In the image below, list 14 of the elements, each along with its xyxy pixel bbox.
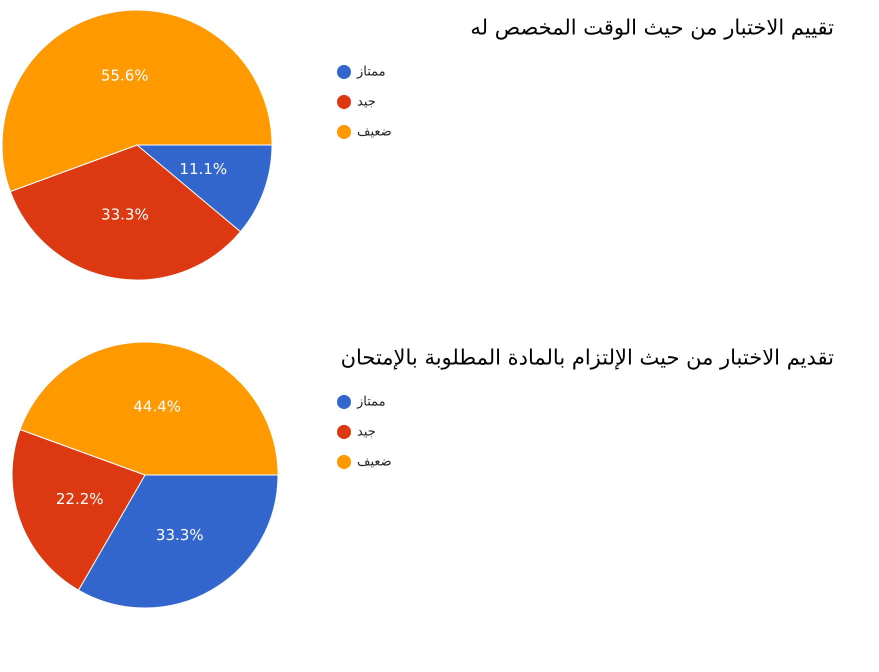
data-label: 55.6% — [100, 66, 148, 85]
legend-label: ضعيف — [357, 124, 392, 140]
legend-label: ممتاز — [356, 394, 386, 410]
data-label: 11.1% — [179, 160, 228, 178]
data-label: 44.4% — [133, 398, 181, 416]
legend-label: جيد — [357, 424, 376, 440]
text: تقديم الاختبار من حيث الإلتزام بالمادة المطلوبة بالإمتحان — [340, 346, 834, 370]
data-label: 33.3% — [101, 205, 149, 224]
text: تقييم الاختبار من حيث الوقت المخصص له — [470, 16, 834, 40]
data-label: 22.2% — [56, 490, 104, 508]
legend-label: جيد — [357, 94, 376, 110]
data-label: 33.3% — [156, 526, 204, 544]
legend-label: ممتاز — [356, 64, 386, 80]
legend-label: ضعيف — [357, 454, 392, 470]
